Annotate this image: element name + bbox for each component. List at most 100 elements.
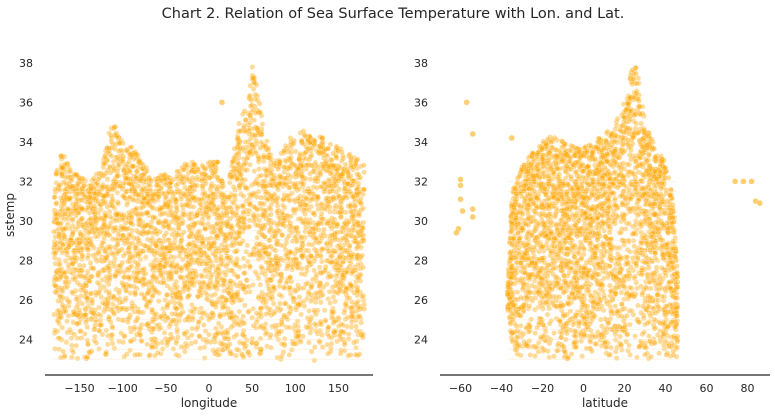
data-point [127,151,133,157]
data-point [160,279,167,286]
data-point [82,311,89,318]
data-point [284,261,291,268]
data-point [199,162,206,169]
data-point [64,221,71,227]
data-point [265,145,272,152]
data-point [319,291,326,298]
data-point [219,342,226,348]
data-point [269,323,275,330]
data-point [286,304,293,310]
data-point [256,100,263,107]
data-point [73,207,80,213]
data-point [281,147,287,154]
data-point [174,305,180,312]
data-point [250,75,256,81]
data-point [226,204,233,210]
data-point [314,307,321,314]
data-point [162,171,168,178]
data-point [261,212,267,219]
data-point [336,242,343,248]
data-point [198,177,205,184]
data-point [96,170,102,177]
y-tick-label: 24 [19,333,33,346]
data-point [109,301,116,307]
data-point [79,246,86,253]
data-point [157,350,164,357]
data-point [201,208,208,215]
data-point [336,193,343,199]
data-point [133,168,140,175]
data-point [62,210,68,217]
data-point [153,322,160,329]
data-point [276,158,283,165]
data-point [213,233,220,239]
data-point [257,335,264,342]
data-point [174,244,181,251]
data-point [254,125,261,131]
data-point [292,148,299,155]
data-point [302,281,309,287]
data-point [106,130,112,136]
data-point [84,246,91,253]
data-point [297,130,304,136]
data-point [231,154,237,161]
data-point [135,250,141,257]
point-cloud [50,64,368,364]
data-point [92,233,99,240]
data-point [154,349,161,356]
data-point [324,184,330,190]
data-point [188,257,194,263]
x-tick-label: −50 [154,382,177,395]
data-point [230,280,237,287]
data-point [242,160,249,166]
x-tick-label: 0 [206,382,213,395]
data-point [339,171,346,177]
data-point [277,278,284,284]
data-point [117,183,123,190]
data-point [315,175,321,182]
data-point [236,230,243,236]
data-point [73,296,80,303]
data-point [134,270,140,276]
data-point [115,148,122,154]
data-point [111,166,118,172]
data-point [241,302,248,309]
data-point [308,284,314,291]
data-point [56,335,63,342]
data-point [326,333,333,340]
data-point [62,161,68,167]
data-point [200,322,207,328]
data-point [318,210,325,217]
data-point [257,145,264,151]
data-point [82,331,88,337]
data-point [158,313,164,320]
data-point [98,294,104,300]
data-point [173,351,179,358]
data-point [307,176,314,182]
data-point [308,253,314,259]
data-point [120,232,127,239]
data-point [157,177,164,184]
data-point [127,194,133,200]
data-point [60,232,67,239]
data-point [215,320,222,327]
data-point [358,244,364,251]
data-point [153,182,160,189]
data-point [101,193,107,200]
data-point [199,273,205,280]
data-point [177,310,184,317]
data-point [79,300,85,307]
data-point [275,166,281,172]
data-point [97,286,104,293]
data-point [69,342,75,349]
data-point [350,193,356,200]
data-point [93,292,99,298]
data-point [132,291,139,298]
data-point [62,258,69,264]
data-point [303,195,310,202]
data-point [113,286,120,293]
data-point [333,248,339,255]
data-point [201,355,208,361]
data-point [235,140,241,147]
data-point [224,330,231,337]
